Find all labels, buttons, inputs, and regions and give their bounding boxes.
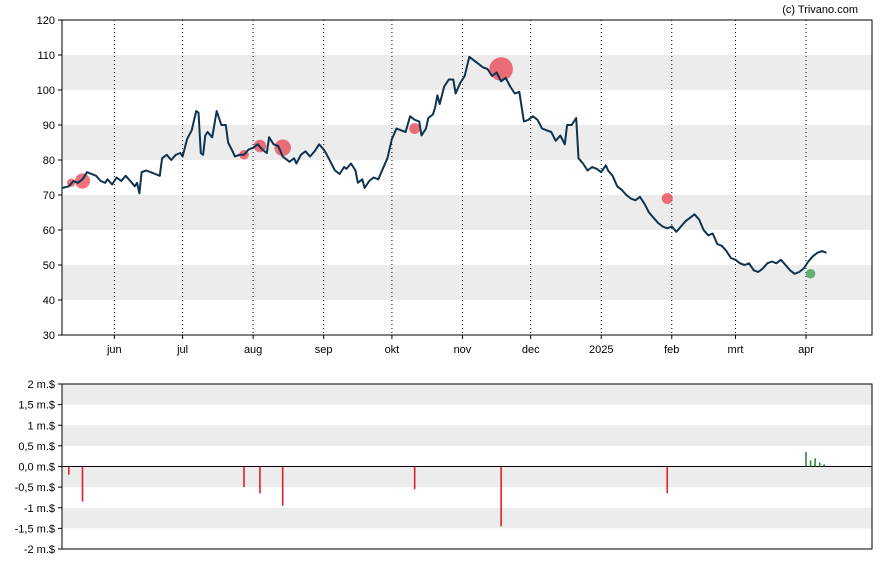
transaction-y-tick-label: -0,5 m.$	[15, 482, 55, 494]
price-x-tick-label: sep	[315, 344, 333, 356]
price-x-tick-label: apr	[798, 344, 814, 356]
price-y-tick-label: 120	[37, 15, 55, 27]
price-x-tick-label: aug	[244, 344, 262, 356]
sell-transaction-marker	[274, 139, 292, 157]
price-x-tick-label: dec	[522, 344, 540, 356]
sell-transaction-marker	[489, 57, 513, 81]
price-x-tick-label: jun	[106, 344, 122, 356]
price-y-tick-label: 70	[43, 190, 55, 202]
transaction-y-tick-label: -1 m.$	[24, 503, 55, 515]
transaction-grid-band	[62, 507, 872, 529]
price-y-tick-label: 60	[43, 225, 55, 237]
price-grid-band	[62, 125, 872, 160]
transaction-y-tick-label: 0,5 m.$	[18, 441, 55, 453]
transaction-grid-band	[62, 425, 872, 446]
price-y-tick-label: 90	[43, 120, 55, 132]
transaction-y-tick-label: 1,5 m.$	[18, 400, 55, 412]
price-x-tick-label: mrt	[728, 344, 744, 356]
sell-transaction-marker	[409, 123, 421, 134]
price-x-tick-label: okt	[385, 344, 400, 356]
transaction-y-tick-label: -2 m.$	[24, 544, 55, 556]
price-y-tick-label: 110	[37, 50, 55, 62]
sell-transaction-marker	[661, 193, 673, 204]
transaction-y-tick-label: 2 m.$	[27, 379, 55, 391]
price-y-tick-label: 50	[43, 260, 55, 272]
price-panel: 30 40 50 60 70 80 90 100 110 120 jun jul aug sep okt no…	[37, 15, 873, 356]
price-y-tick-label: 100	[37, 85, 55, 97]
price-plot-frame	[61, 19, 873, 336]
price-y-tick-label: 30	[43, 330, 55, 342]
transaction-grid-band	[62, 384, 872, 405]
sell-transaction-marker	[74, 173, 91, 189]
price-x-tick-label: 2025	[589, 344, 613, 356]
transaction-y-tick-label: -1,5 m.$	[15, 523, 55, 535]
price-y-tick-label: 80	[43, 155, 55, 167]
transaction-panel: -2 m.$ -1,5 m.$ -1 m.$ -0,5 m.$ 0,0 m.$ 0,5 m…	[15, 379, 873, 556]
credit-label: (c) Trivano.com	[782, 4, 858, 16]
buy-transaction-marker	[805, 268, 816, 279]
price-line	[61, 55, 827, 275]
transaction-y-tick-label: 0,0 m.$	[18, 462, 55, 474]
price-y-tick-label: 40	[43, 295, 55, 307]
transaction-y-tick-label: 1 m.$	[27, 420, 55, 432]
price-x-tick-label: nov	[454, 344, 472, 356]
price-grid-band	[62, 195, 872, 230]
price-grid-band	[62, 55, 872, 90]
price-grid-band	[62, 265, 872, 300]
price-x-tick-label: jul	[176, 344, 188, 356]
price-x-tick-label: feb	[664, 344, 679, 356]
transaction-grid-band	[62, 466, 872, 488]
